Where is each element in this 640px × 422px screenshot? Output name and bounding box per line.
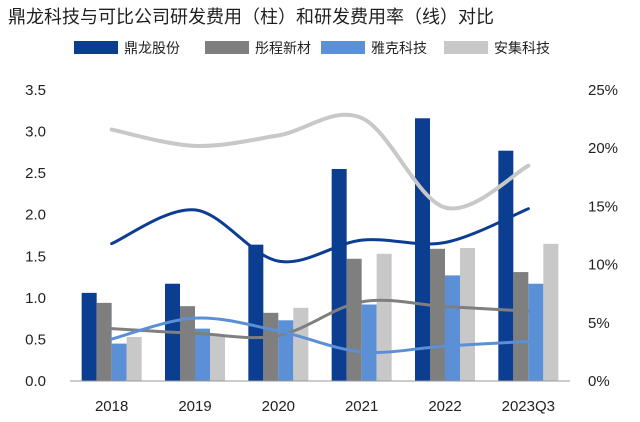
y-left-tick-1: 0.5 bbox=[25, 331, 46, 348]
y-left-tick-5: 2.5 bbox=[25, 165, 46, 182]
bar-4-2022 bbox=[460, 247, 475, 381]
legend-swatch-4 bbox=[444, 41, 488, 54]
y-right-tick-0: 0% bbox=[588, 373, 610, 390]
bar-4-2019 bbox=[210, 335, 225, 381]
x-tick-2020: 2020 bbox=[262, 398, 295, 415]
bar-1-2020 bbox=[248, 244, 264, 381]
bar-4-2023Q3 bbox=[543, 243, 559, 381]
lines-group bbox=[109, 112, 531, 354]
bar-2-2022 bbox=[430, 248, 445, 381]
legend-label-1: 鼎龙股份 bbox=[124, 41, 180, 57]
y-left-tick-7: 3.5 bbox=[25, 82, 46, 99]
legend-swatch-3 bbox=[321, 41, 365, 54]
bar-2-2020 bbox=[263, 312, 279, 381]
legend-label-3: 雅克科技 bbox=[371, 41, 427, 57]
bar-3-2020 bbox=[278, 320, 294, 381]
bar-4-2018 bbox=[126, 336, 142, 381]
y-right-tick-4: 20% bbox=[588, 140, 618, 157]
axes-group: 2018 2019 2020 2021 2022 2023Q3 0.0 0.5 1.0 1.5 2.… bbox=[25, 82, 618, 415]
y-left-tick-2: 1.0 bbox=[25, 290, 46, 307]
x-tick-2023Q3: 2023Q3 bbox=[502, 398, 555, 415]
rate-line-3 bbox=[110, 316, 530, 354]
rate-line-2 bbox=[110, 298, 530, 340]
bar-1-2021 bbox=[331, 168, 347, 381]
bar-4-2020 bbox=[293, 307, 309, 381]
bar-2-2021 bbox=[346, 258, 362, 381]
bar-3-2019 bbox=[195, 328, 210, 381]
y-left-tick-3: 1.5 bbox=[25, 248, 46, 265]
bar-3-2021 bbox=[361, 304, 377, 381]
legend-swatch-2 bbox=[205, 41, 249, 54]
x-tick-2022: 2022 bbox=[428, 398, 461, 415]
bar-3-2023Q3 bbox=[528, 283, 544, 381]
legend: 鼎龙股份 彤程新材 雅克科技 安集科技 bbox=[74, 40, 550, 57]
bar-3-2022 bbox=[445, 275, 460, 381]
y-right-tick-5: 25% bbox=[588, 82, 618, 99]
x-tick-2019: 2019 bbox=[178, 398, 211, 415]
bar-4-2021 bbox=[376, 253, 392, 381]
y-right-tick-2: 10% bbox=[588, 257, 618, 274]
legend-label-4: 安集科技 bbox=[494, 40, 550, 57]
bar-1-2018 bbox=[81, 292, 97, 381]
bar-1-2023Q3 bbox=[498, 150, 514, 381]
bar-2-2019 bbox=[180, 306, 195, 381]
y-right-tick-1: 5% bbox=[588, 315, 610, 332]
bar-1-2022 bbox=[415, 118, 430, 382]
chart-title: 鼎龙科技与可比公司研发费用（柱）和研发费用率（线）对比 bbox=[8, 7, 494, 28]
bar-2-2018 bbox=[96, 302, 112, 381]
y-right-tick-3: 15% bbox=[588, 198, 618, 215]
y-left-tick-0: 0.0 bbox=[25, 373, 46, 390]
bar-2-2023Q3 bbox=[513, 272, 529, 381]
legend-swatch-1 bbox=[74, 41, 118, 54]
rate-line-4 bbox=[109, 112, 531, 211]
y-left-tick-6: 3.0 bbox=[25, 124, 46, 141]
bar-3-2018 bbox=[111, 343, 127, 381]
legend-label-2: 彤程新材 bbox=[255, 41, 311, 57]
bars-group bbox=[81, 118, 559, 382]
x-tick-2018: 2018 bbox=[95, 398, 128, 415]
x-tick-2021: 2021 bbox=[345, 398, 378, 415]
y-left-tick-4: 2.0 bbox=[25, 207, 46, 224]
rate-line-1 bbox=[110, 207, 530, 264]
